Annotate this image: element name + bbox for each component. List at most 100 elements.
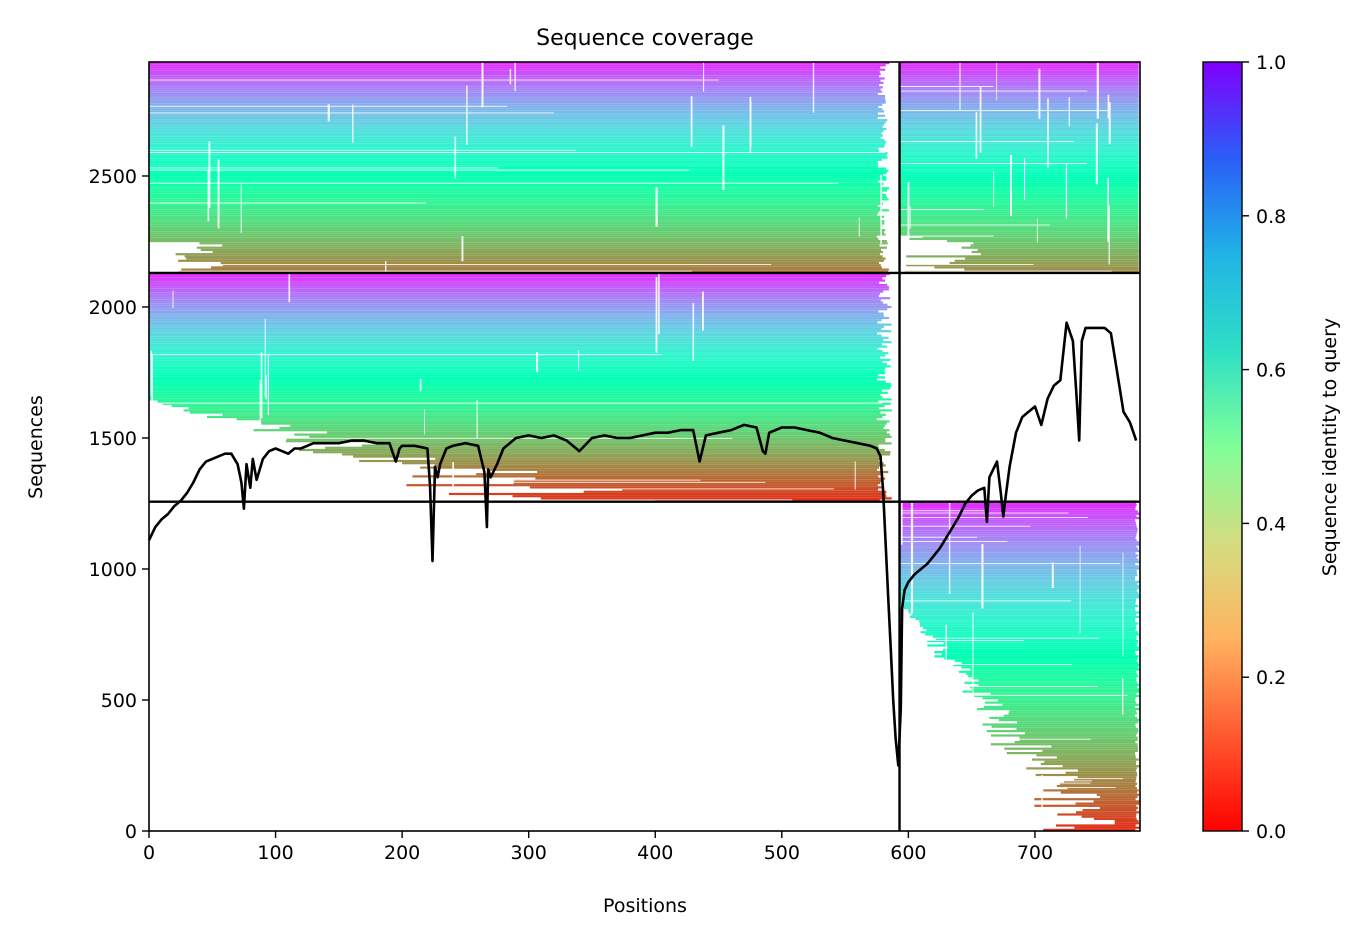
coverage-row [149,200,881,203]
coverage-row [149,288,889,291]
coverage-row [899,156,1139,159]
coverage-row [899,574,1138,577]
gap-streak [385,261,387,273]
colorbar: 0.0 0.2 0.4 0.6 0.8 1.0 Sequence identity to … [1202,52,1341,843]
coverage-row [899,134,1139,137]
gap-streak [703,62,705,92]
coverage-row [1051,745,1138,748]
gap-streak [981,544,984,609]
coverage-row [149,222,885,225]
coverage-row [149,114,885,117]
colorbar-tick-label: 0.4 [1256,513,1286,535]
coverage-row [149,64,886,67]
coverage-row [434,464,886,467]
coverage-row [149,229,886,232]
coverage-row [899,193,1139,196]
coverage-row [899,582,1138,586]
coverage-row [149,398,892,401]
coverage-row [899,202,1139,205]
coverage-row [149,86,883,89]
coverage-row [149,363,888,366]
coverage-row [1016,721,1139,724]
coverage-row [175,253,880,256]
coverage-row [899,121,1139,124]
coverage-row [908,611,1140,614]
coverage-row [149,316,890,320]
coverage-row [899,143,1139,146]
coverage-row [899,519,1136,522]
coverage-row [978,683,1140,687]
gap-streak [217,159,220,229]
coverage-row [199,242,888,245]
coverage-row [184,255,883,258]
coverage-row [149,310,879,313]
coverage-row [435,457,881,460]
gap-streak [1024,157,1026,201]
coverage-row [149,345,888,348]
coverage-row [920,631,1139,634]
coverage-row [1057,813,1137,816]
coverage-row [899,79,1139,82]
coverage-row [899,545,1137,548]
coverage-row [909,237,1139,240]
gap-streak [959,62,961,111]
gap-row [899,600,1072,602]
coverage-row [899,132,1139,135]
coverage-row [149,68,886,71]
colorbar-ticks: 0.0 0.2 0.4 0.6 0.8 1.0 [1242,52,1286,843]
x-tick-label: 200 [384,842,420,864]
coverage-row [899,523,1137,526]
coverage-row [978,679,1137,682]
coverage-row [899,560,1140,564]
coverage-row [982,723,1136,726]
coverage-row [1026,767,1137,770]
coverage-row [899,158,1139,161]
gap-streak [172,290,174,309]
coverage-row [990,692,1137,695]
gap-streak [931,716,933,735]
coverage-row [149,138,885,142]
coverage-row [1077,776,1137,779]
coverage-row [899,119,1139,122]
coverage-row [149,330,892,333]
gap-streak [578,350,580,371]
coverage-row [353,455,883,458]
coverage-row [149,119,888,122]
coverage-row [313,451,891,454]
coverage-row [514,479,882,482]
coverage-row [162,402,891,405]
gap-streak [749,96,752,153]
y-tick-label: 2000 [89,297,137,319]
coverage-row [899,191,1139,194]
coverage-row [899,187,1139,190]
gap-row [1019,738,1091,740]
coverage-row [961,666,1139,669]
coverage-row [936,637,1137,640]
coverage-row [1036,754,1136,757]
coverage-row [149,371,886,375]
coverage-row [149,127,887,131]
coverage-row [899,169,1139,172]
gap-streak [1122,552,1124,657]
coverage-row [149,134,883,137]
coverage-row [149,62,890,65]
coverage-row [149,147,879,150]
coverage-row [908,609,1136,612]
coverage-row [149,169,889,172]
coverage-row [261,422,887,425]
coverage-row [899,160,1139,164]
coverage-row [899,108,1139,111]
coverage-row [984,701,1137,704]
coverage-row [899,73,1139,76]
coverage-row [899,88,1139,91]
gap-streak [690,96,693,147]
coverage-row [149,297,891,300]
coverage-row [899,508,1136,511]
coverage-row [149,178,887,181]
coverage-row [986,730,1139,733]
gap-streak [1047,98,1049,169]
colorbar-tick-label: 0.0 [1256,821,1286,843]
gap-row [899,224,1050,226]
block-boundaries [149,62,1140,831]
coverage-row [899,539,1137,542]
